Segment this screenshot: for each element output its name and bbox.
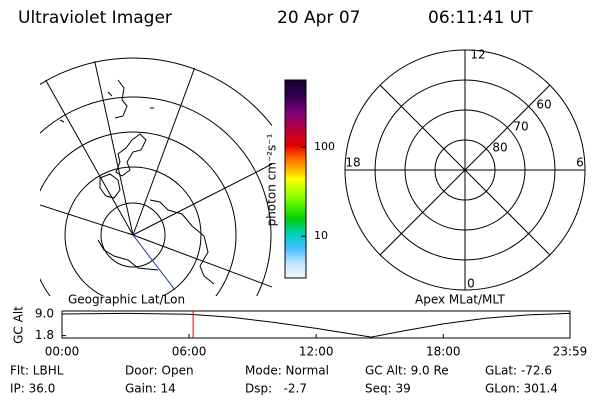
mlat-label: 80 [492,141,507,155]
altitude-ylabel: GC Alt [12,306,26,344]
x-tick-label: 06:00 [172,345,207,359]
mlat-label: 70 [513,120,528,134]
mlat-label: 60 [536,98,551,112]
info-cell: Flt: LBHL [10,364,64,378]
info-cell: Seq: 39 [365,382,411,396]
meridian [89,57,134,236]
altitude-line [61,312,571,338]
info-cell: Dsp: -2.7 [245,382,307,396]
x-tick-label: 12:00 [299,345,334,359]
altitude-frame [61,310,571,339]
y-tick-label: 1.8 [35,328,54,342]
meridian [132,57,206,236]
mlt-line [379,84,551,256]
x-tick-label: 00:00 [45,345,80,359]
coastline [59,79,215,285]
colorbar-tick-label: 10 [314,229,328,242]
lat-circle [100,202,166,268]
panel-label: Apex MLat/MLT [415,293,505,307]
mlt-label: 18 [345,156,360,170]
lat-circle [40,131,237,296]
altitude-plot: 9.0 1.8 00:00 06:00 12:00 18:00 23:59 [35,307,587,359]
info-table: Flt: LBHL Door: Open Mode: Normal GC Alt: 9… [10,364,558,396]
y-tick-label: 9.0 [35,307,54,321]
info-cell: IP: 36.0 [10,382,55,396]
polar-grid [344,49,586,291]
info-cell: Gain: 14 [125,382,176,396]
x-tick-label: 18:00 [426,345,461,359]
sun-line [132,234,176,291]
meridian [132,159,272,236]
info-cell: Mode: Normal [245,364,329,378]
mlt-label: 0 [467,277,475,291]
time: 06:11:41 UT [428,8,533,28]
mlt-label: 6 [576,156,584,170]
meridian [40,69,134,236]
meridian [132,234,272,291]
colorbar-label: photon cm⁻²s⁻¹ [265,133,279,226]
colorbar [284,79,307,279]
info-cell: GLat: -72.6 [485,364,552,378]
date: 20 Apr 07 [277,8,360,28]
colorbar-ticks: 100 10 [301,140,335,242]
colorbar-tick-label: 100 [314,140,335,153]
lat-circle [64,166,202,296]
map-grid [40,57,272,296]
geographic-map [40,57,272,296]
instrument-title: Ultraviolet Imager [18,8,172,28]
x-tick-label: 23:59 [553,345,588,359]
panel-label: Geographic Lat/Lon [68,293,185,307]
info-cell: Door: Open [125,364,194,378]
lat-circle [40,96,272,296]
info-cell: GC Alt: 9.0 Re [365,364,449,378]
mlt-label: 12 [470,48,485,62]
info-cell: GLon: 301.4 [485,382,558,396]
meridian [40,204,134,236]
map-edge [40,57,272,296]
